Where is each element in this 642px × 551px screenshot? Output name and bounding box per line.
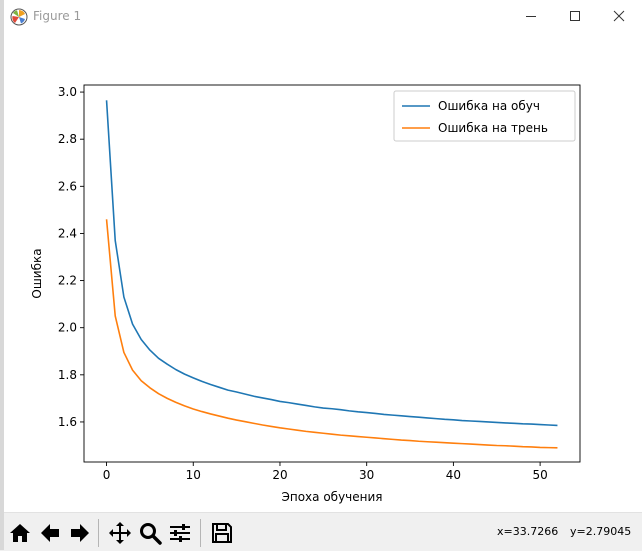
back-arrow-icon	[41, 524, 59, 542]
save-button[interactable]	[208, 519, 236, 547]
pan-button[interactable]	[106, 519, 134, 547]
legend-box	[393, 90, 576, 142]
x-tick-label: 10	[186, 468, 201, 482]
toolbar-separator	[200, 519, 201, 547]
series-line-2	[105, 219, 558, 449]
maximize-icon	[570, 11, 580, 21]
zoom-button[interactable]	[136, 519, 164, 547]
minimize-icon	[526, 16, 536, 17]
configure-subplots-icon	[170, 524, 190, 542]
series-line-1	[105, 100, 558, 427]
y-tick-label: 1.8	[58, 368, 77, 382]
y-axis-label: Ошибка	[30, 248, 44, 298]
x-axis-label: Эпоха обучения	[281, 490, 382, 504]
legend-label: Ошибка на обуч	[438, 99, 540, 113]
maximize-button[interactable]	[552, 0, 598, 32]
x-tick-label: 30	[359, 468, 374, 482]
y-tick-label: 2.6	[58, 179, 77, 193]
save-icon	[212, 523, 232, 543]
toolbar-separator	[98, 519, 99, 547]
title-bar[interactable]: Figure 1	[0, 0, 642, 34]
x-tick-label: 50	[532, 468, 547, 482]
window-left-border	[0, 0, 4, 550]
y-tick-label: 2.8	[58, 132, 77, 146]
x-tick-label: 20	[272, 468, 287, 482]
home-icon	[10, 524, 30, 542]
legend-label: Ошибка на трень	[438, 121, 548, 135]
back-button[interactable]	[36, 519, 64, 547]
y-tick-label: 1.6	[58, 415, 77, 429]
matplotlib-logo-icon	[10, 8, 28, 26]
x-tick-label: 0	[103, 468, 111, 482]
axes-frame	[83, 84, 581, 463]
pan-icon	[109, 522, 131, 544]
configure-subplots-button[interactable]	[166, 519, 194, 547]
close-icon	[613, 10, 625, 22]
zoom-icon	[140, 523, 162, 545]
navigation-toolbar: x=33.7266 y=2.79045	[0, 512, 642, 551]
y-tick-label: 2.0	[58, 321, 77, 335]
forward-arrow-icon	[71, 524, 89, 542]
close-button[interactable]	[596, 0, 642, 32]
forward-button[interactable]	[66, 519, 94, 547]
cursor-x-readout: x=33.7266	[497, 525, 559, 538]
y-tick-label: 2.4	[58, 226, 77, 240]
minimize-button[interactable]	[508, 0, 554, 32]
window-title: Figure 1	[33, 9, 82, 23]
home-button[interactable]	[6, 519, 34, 547]
cursor-y-readout: y=2.79045	[570, 525, 632, 538]
line-chart[interactable]: 0 10 20 30 40 50 1.6 1.8 2.0 2.2 2.4 2.6 2.8 3.0 Эпоха…	[4, 34, 642, 512]
y-tick-label: 3.0	[58, 85, 77, 99]
y-tick-label: 2.2	[58, 274, 77, 288]
figure-canvas[interactable]: 0 10 20 30 40 50 1.6 1.8 2.0 2.2 2.4 2.6 2.8 3.0 Эпоха…	[4, 34, 642, 512]
x-tick-label: 40	[446, 468, 461, 482]
